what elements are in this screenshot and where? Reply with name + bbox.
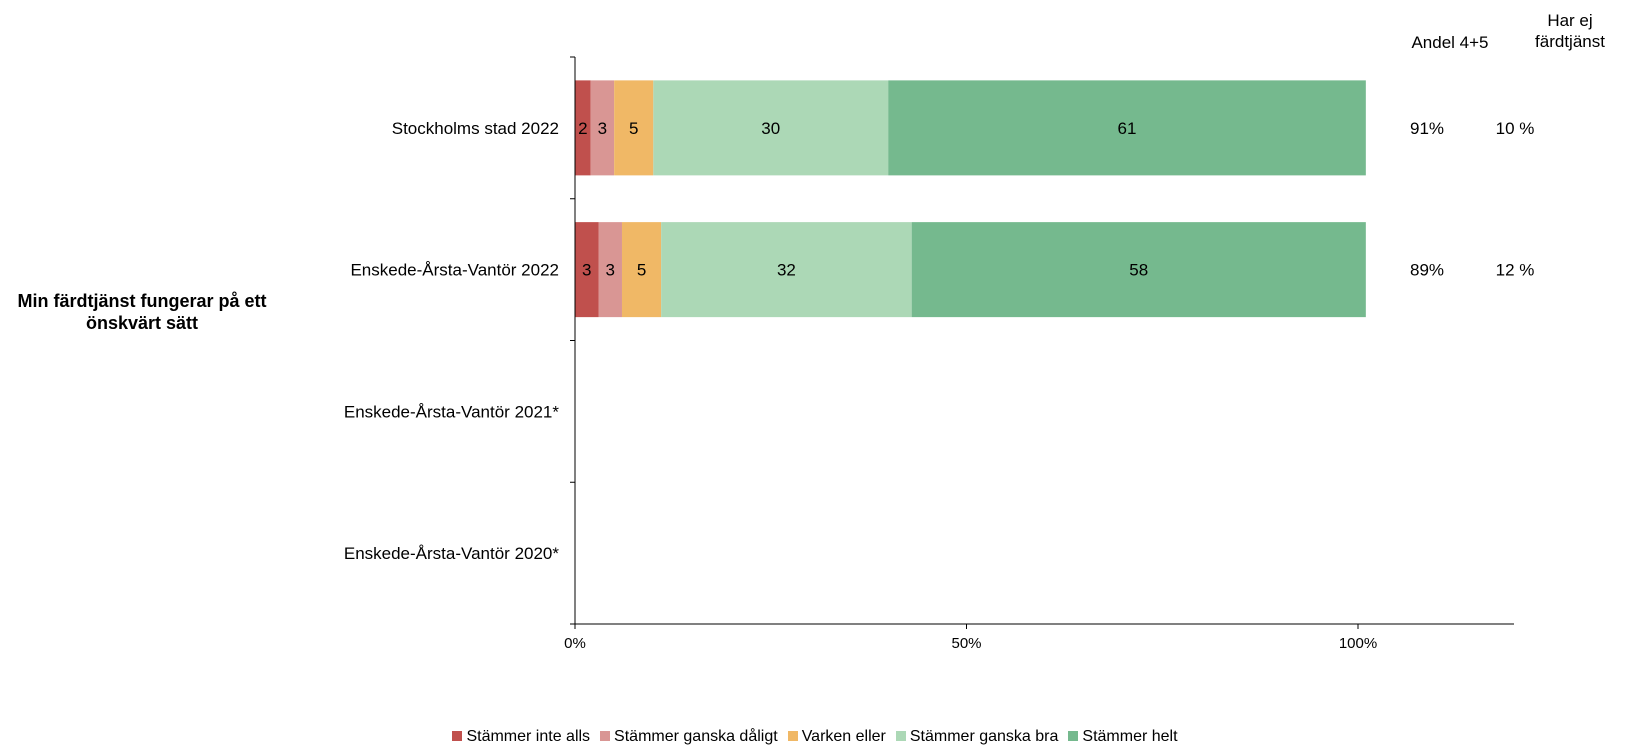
bar-segment (614, 80, 654, 176)
extra-column-value: 89% (1410, 261, 1444, 280)
axes-layer: 0% 50% 100% (564, 56, 1514, 652)
bar-segment (653, 80, 889, 176)
legend-item: Stämmer ganska dåligt (600, 728, 778, 746)
legend-swatch (895, 731, 906, 741)
chart-side-title: Min färdtjänst fungerar på ett önskvärt … (17, 291, 267, 333)
labels-layer: Stockholms stad 2022 2 3 5 30 61 91% 10 %Ensked… (344, 119, 1535, 563)
legend-item: Stämmer inte alls (452, 728, 590, 746)
bar-segment (575, 222, 599, 318)
bar-segment (575, 80, 591, 176)
category-label: Enskede-Årsta-Vantör 2022 (350, 261, 559, 280)
legend-swatch (600, 731, 611, 741)
chart-legend: Stämmer inte alls Stämmer ganska dåligt Va… (0, 728, 1630, 746)
legend-label: Stämmer ganska bra (909, 728, 1059, 745)
legend-label: Stämmer inte alls (466, 728, 591, 745)
legend-label: Varken eller (801, 728, 886, 745)
x-tick-label: 50% (951, 635, 981, 652)
data-label: 2 (578, 119, 587, 138)
bar-segment (598, 222, 622, 318)
data-label: 5 (637, 261, 646, 280)
legend-swatch (452, 731, 463, 741)
category-label: Enskede-Årsta-Vantör 2020* (344, 544, 560, 563)
extra-column-value: 12 % (1496, 261, 1535, 280)
bar-segment (621, 222, 662, 318)
data-label: 3 (606, 261, 615, 280)
legend-item: Stämmer helt (1068, 728, 1178, 746)
legend-swatch (1068, 731, 1079, 741)
bar-segment (590, 80, 615, 176)
data-label: 3 (582, 261, 591, 280)
extra-column-value: 91% (1410, 119, 1444, 138)
legend-item: Stämmer ganska bra (895, 728, 1059, 746)
data-label: 3 (598, 119, 607, 138)
data-label: 32 (777, 261, 796, 280)
category-label: Stockholms stad 2022 (392, 119, 559, 138)
column-header-har-ej-line1: Har ej (1547, 11, 1593, 30)
bar-segment (888, 80, 1366, 176)
bars-layer (575, 80, 1366, 318)
extra-column-value: 10 % (1496, 119, 1535, 138)
bar-segment (661, 222, 912, 318)
legend-item: Varken eller (787, 728, 886, 746)
data-label: 30 (761, 119, 780, 138)
data-label: 61 (1118, 119, 1137, 138)
category-label: Enskede-Årsta-Vantör 2021* (344, 402, 560, 421)
column-header-har-ej: Har ej färdtjänst (1530, 10, 1610, 52)
legend-label: Stämmer ganska dåligt (614, 728, 778, 745)
data-label: 58 (1129, 261, 1148, 280)
column-header-andel: Andel 4+5 (1411, 33, 1489, 52)
x-tick-label: 100% (1339, 635, 1377, 652)
data-label: 5 (629, 119, 638, 138)
x-tick-label: 0% (564, 635, 586, 652)
bar-segment (911, 222, 1366, 318)
legend-swatch (787, 731, 798, 741)
column-header-har-ej-line2: färdtjänst (1535, 32, 1605, 51)
legend-label: Stämmer helt (1082, 728, 1178, 745)
